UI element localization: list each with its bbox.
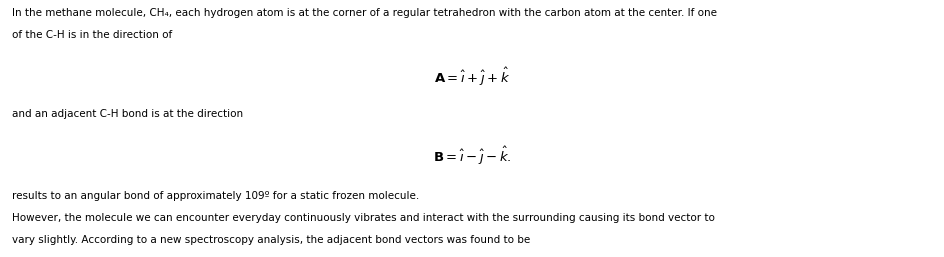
- Text: vary slightly. According to a new spectroscopy analysis, the adjacent bond vecto: vary slightly. According to a new spectr…: [12, 235, 530, 245]
- Text: of the C-H is in the direction of: of the C-H is in the direction of: [12, 30, 173, 40]
- Text: and an adjacent C-H bond is at the direction: and an adjacent C-H bond is at the direc…: [12, 109, 244, 119]
- Text: However, the molecule we can encounter everyday continuously vibrates and intera: However, the molecule we can encounter e…: [12, 213, 715, 223]
- Text: In the methane molecule, CH₄, each hydrogen atom is at the corner of a regular t: In the methane molecule, CH₄, each hydro…: [12, 8, 716, 18]
- Text: results to an angular bond of approximately 109º for a static frozen molecule.: results to an angular bond of approximat…: [12, 191, 419, 201]
- Text: $\mathbf{A}=\hat{\imath}+\hat{\jmath}+\hat{k}$: $\mathbf{A}=\hat{\imath}+\hat{\jmath}+\h…: [434, 66, 510, 88]
- Text: $\mathbf{B}=\hat{\imath}-\hat{\jmath}-\hat{k}.$: $\mathbf{B}=\hat{\imath}-\hat{\jmath}-\h…: [432, 145, 512, 167]
